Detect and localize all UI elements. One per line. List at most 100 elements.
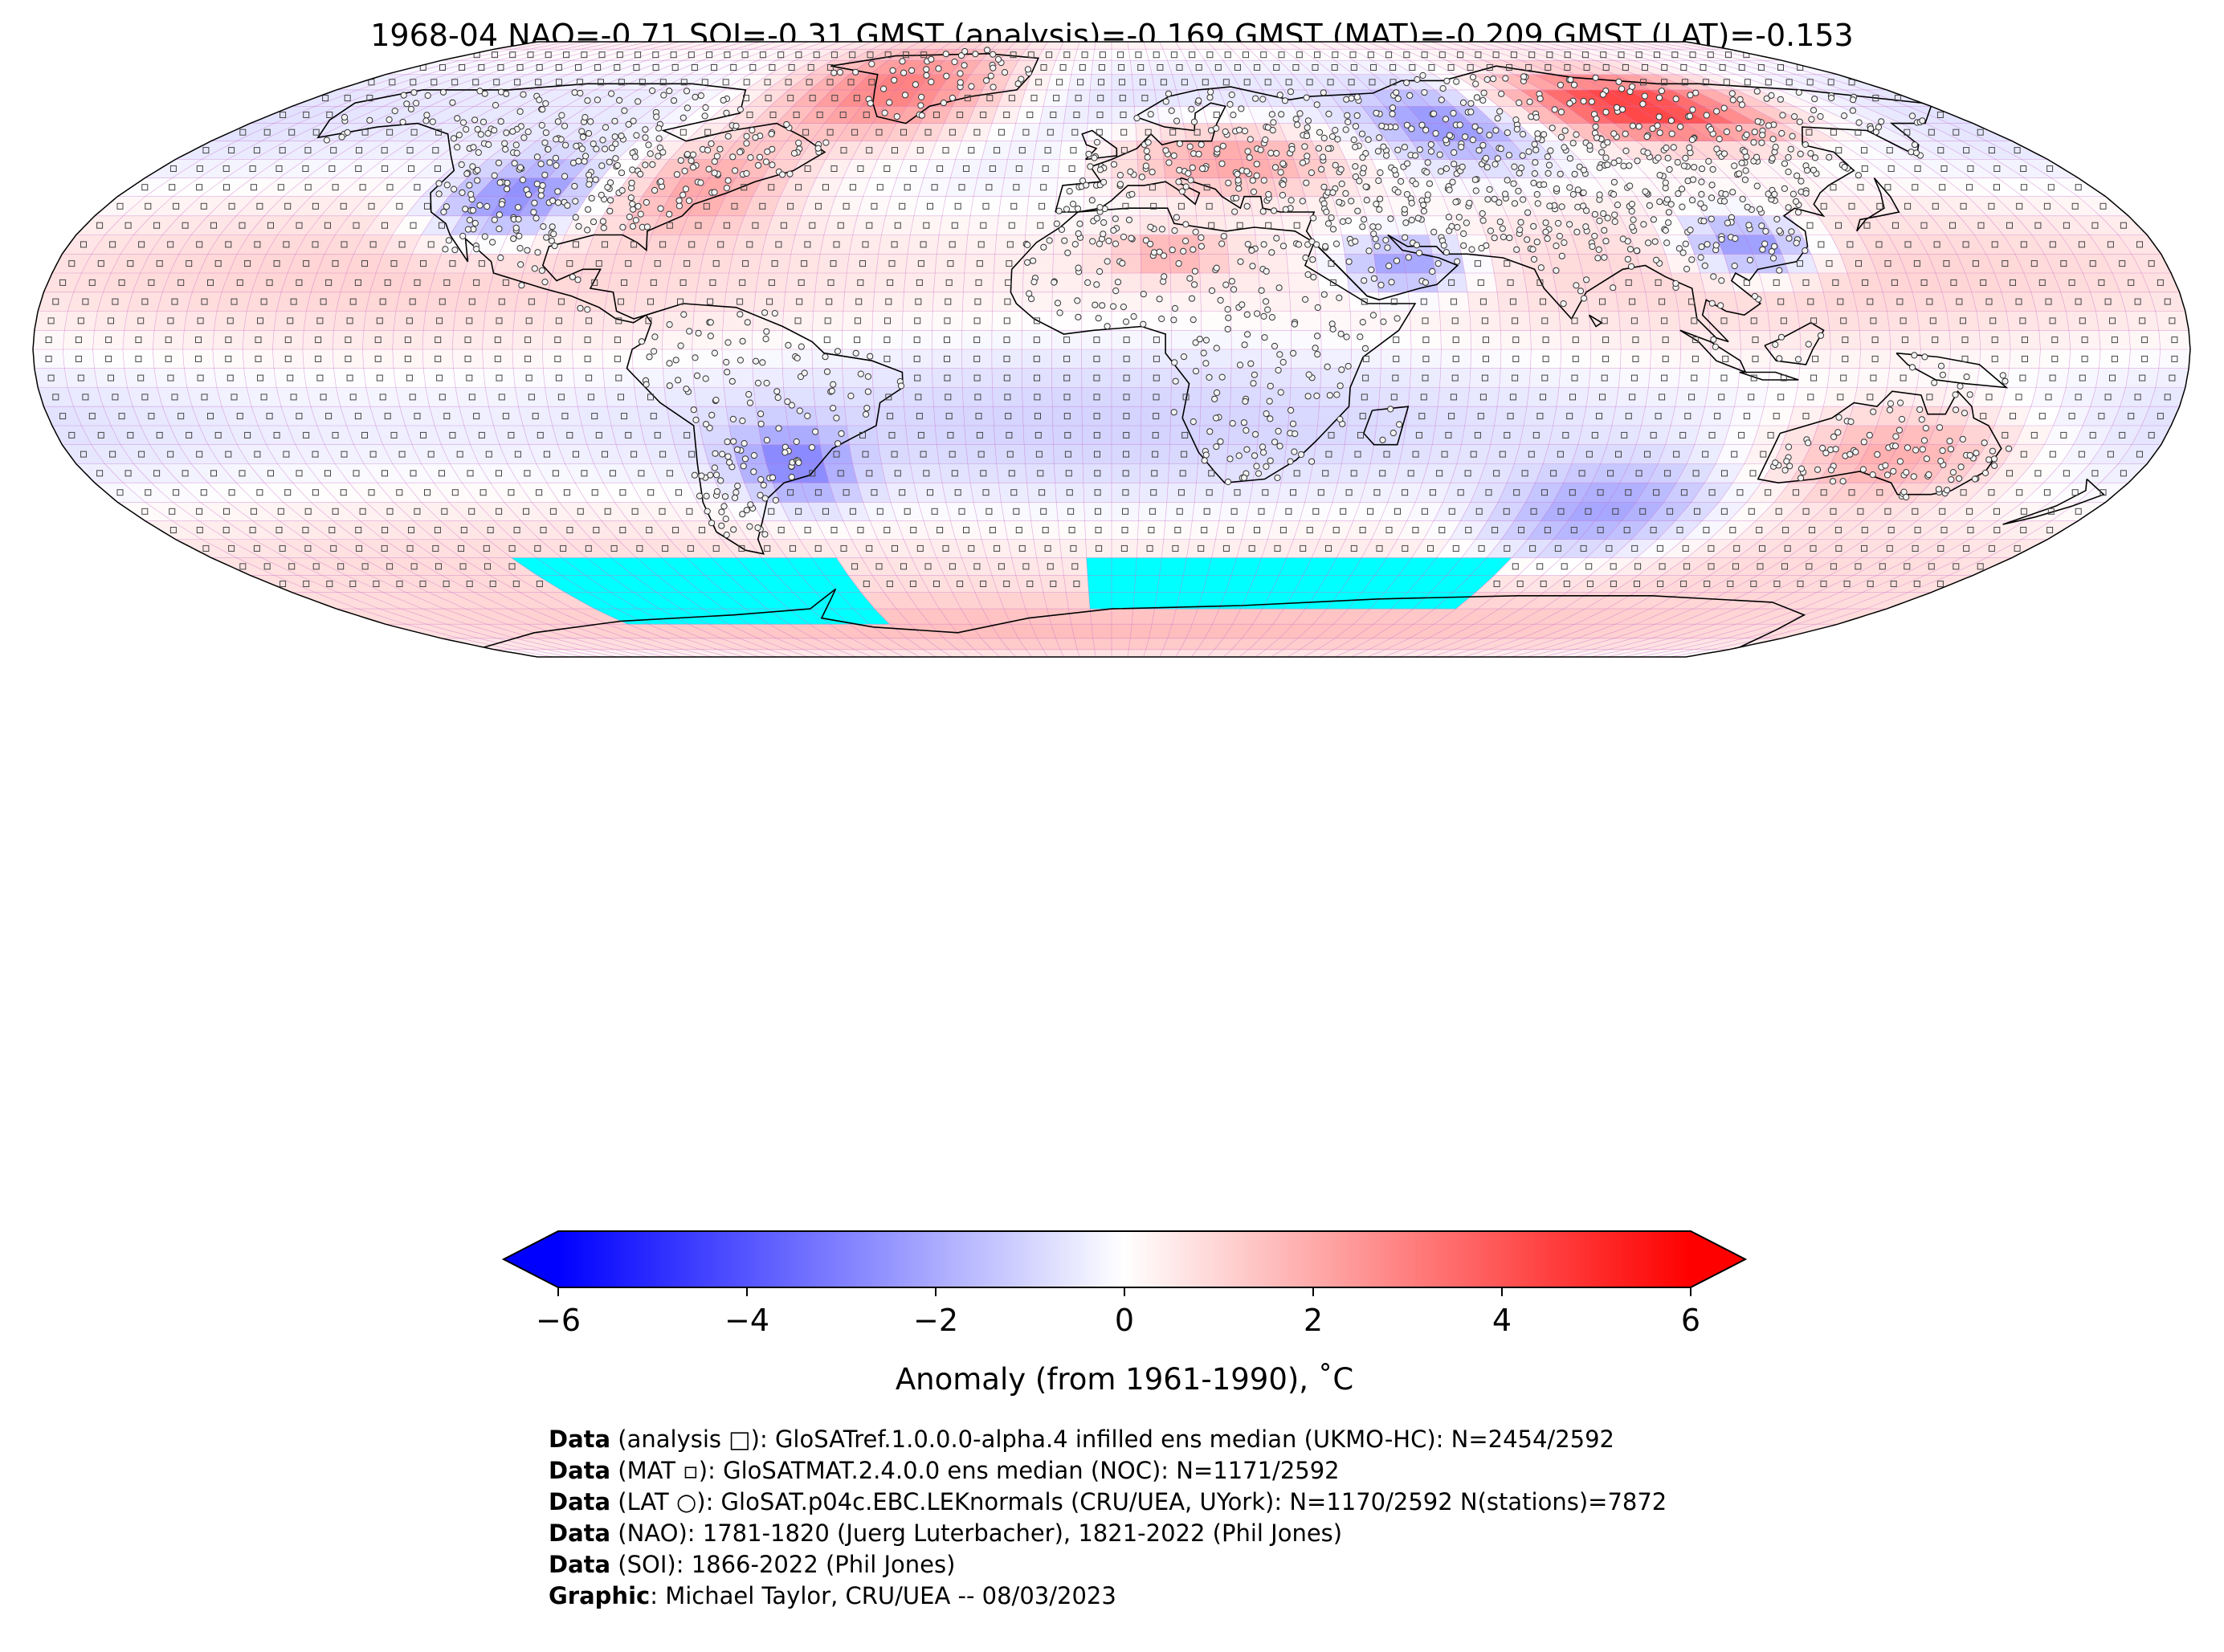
land-station-marker <box>1793 198 1800 205</box>
grid-cell <box>1499 311 1531 331</box>
grid-cell <box>941 482 974 503</box>
land-station-marker <box>518 282 525 289</box>
grid-cell <box>901 349 932 369</box>
grid-cell <box>969 196 1002 217</box>
land-station-marker <box>1260 449 1267 456</box>
grid-cell <box>819 235 854 255</box>
grid-cell <box>62 349 95 369</box>
land-station-marker <box>657 177 665 186</box>
land-station-marker <box>1583 207 1590 214</box>
land-station-marker <box>1110 303 1117 310</box>
land-station-marker <box>1866 431 1873 438</box>
land-station-marker <box>1744 203 1751 210</box>
land-station-marker <box>1370 230 1377 238</box>
grid-cell <box>216 292 252 312</box>
grid-cell <box>1650 329 1682 350</box>
land-station-marker <box>737 357 745 364</box>
grid-cell <box>721 349 753 369</box>
grid-cell <box>813 292 845 312</box>
land-station-marker <box>1362 183 1369 190</box>
grid-cell <box>306 387 341 407</box>
land-station-marker <box>1903 493 1910 501</box>
grid-cell <box>1059 539 1088 558</box>
land-station-marker <box>554 199 562 206</box>
land-station-marker <box>1304 393 1312 400</box>
land-station-marker <box>746 399 754 406</box>
land-station-marker <box>1569 190 1577 198</box>
grid-cell <box>932 368 963 388</box>
land-station-marker <box>1645 239 1652 247</box>
grid-cell <box>1826 311 1860 331</box>
grid-cell <box>998 196 1030 217</box>
land-station-marker <box>1701 262 1708 269</box>
land-station-marker <box>607 197 614 204</box>
land-station-marker <box>1594 255 1602 262</box>
grid-cell <box>1645 387 1679 407</box>
grid-cell <box>1132 592 1158 610</box>
grid-cell <box>1111 368 1142 388</box>
land-station-marker <box>1524 236 1531 243</box>
grid-cell <box>483 368 516 388</box>
land-station-marker <box>741 455 749 463</box>
grid-cell <box>670 425 704 446</box>
grid-cell <box>1196 215 1227 235</box>
grid-cell <box>1071 623 1094 639</box>
land-station-marker <box>796 407 803 414</box>
land-station-marker <box>1542 219 1549 226</box>
land-station-marker <box>1710 273 1717 280</box>
grid-cell <box>1094 42 1112 50</box>
grid-cell <box>522 425 558 446</box>
land-station-marker <box>1513 246 1520 253</box>
grid-cell <box>1165 501 1195 521</box>
grid-cell <box>1764 292 1798 312</box>
grid-cell <box>518 406 553 426</box>
grid-cell <box>1111 196 1141 217</box>
grid-cell <box>2068 329 2101 350</box>
land-station-marker <box>761 495 769 502</box>
land-station-marker <box>822 353 829 361</box>
land-station-marker <box>467 190 475 198</box>
land-station-marker <box>1387 406 1394 413</box>
grid-cell <box>1588 311 1621 331</box>
land-station-marker <box>1326 392 1333 399</box>
grid-cell <box>1128 48 1149 61</box>
land-station-marker <box>586 171 593 178</box>
grid-cell <box>183 311 218 331</box>
land-station-marker <box>584 226 591 234</box>
land-station-marker <box>1834 429 1842 436</box>
grid-cell <box>1166 482 1197 503</box>
grid-cell <box>965 235 998 255</box>
land-station-marker <box>672 357 679 364</box>
grid-cell <box>2006 311 2040 331</box>
land-station-marker <box>572 214 579 221</box>
land-station-marker <box>1835 414 1842 421</box>
grid-cell <box>1003 159 1034 178</box>
grid-cell <box>451 349 484 369</box>
land-station-marker <box>543 234 550 241</box>
land-station-marker <box>697 179 704 186</box>
grid-cell <box>931 329 963 350</box>
land-station-marker <box>1689 176 1697 183</box>
grid-cell <box>182 329 214 350</box>
land-station-marker <box>1665 219 1672 226</box>
grid-cell <box>34 311 68 331</box>
land-station-marker <box>1626 182 1634 190</box>
land-station-marker <box>1546 202 1553 210</box>
land-station-marker <box>1354 207 1361 214</box>
grid-cell <box>1560 349 1592 369</box>
land-station-marker <box>1158 226 1166 233</box>
land-station-marker <box>786 170 794 177</box>
land-station-marker <box>1369 223 1377 230</box>
grid-cell <box>1852 292 1887 312</box>
land-station-marker <box>1869 471 1876 479</box>
land-station-marker <box>1405 254 1412 261</box>
land-station-marker <box>1363 197 1370 204</box>
land-station-marker <box>1147 223 1154 230</box>
grid-cell <box>362 349 394 369</box>
grid-cell <box>545 387 578 407</box>
grid-cell <box>909 463 943 483</box>
land-station-marker <box>1274 474 1281 482</box>
grid-cell <box>1856 368 1890 388</box>
grid-cell <box>157 387 193 407</box>
land-station-marker <box>739 511 746 518</box>
